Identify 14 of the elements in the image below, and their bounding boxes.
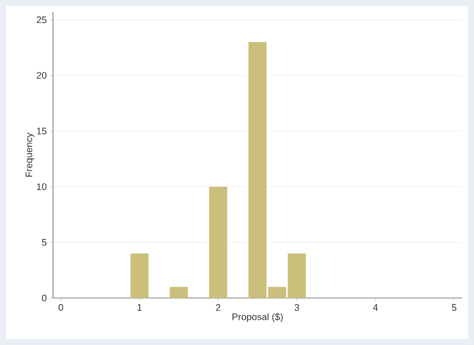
y-tick-label: 20 <box>36 72 46 79</box>
x-tick-label: 0 <box>58 304 64 311</box>
y-tick-label: 25 <box>36 16 46 24</box>
y-axis-title: Frequency <box>26 132 34 177</box>
x-axis-title: Proposal ($) <box>232 313 283 322</box>
y-tick-label: 5 <box>42 239 46 246</box>
x-tick-label: 3 <box>294 304 300 311</box>
y-tick-label: 0 <box>42 294 46 302</box>
x-tick-label: 2 <box>216 304 220 311</box>
y-tick-label: 10 <box>37 183 46 190</box>
x-tick-label: 4 <box>373 304 378 311</box>
x-tick-label: 5 <box>452 304 456 311</box>
x-tick-label: 1 <box>138 304 142 311</box>
y-tick-label: 15 <box>37 128 46 134</box>
